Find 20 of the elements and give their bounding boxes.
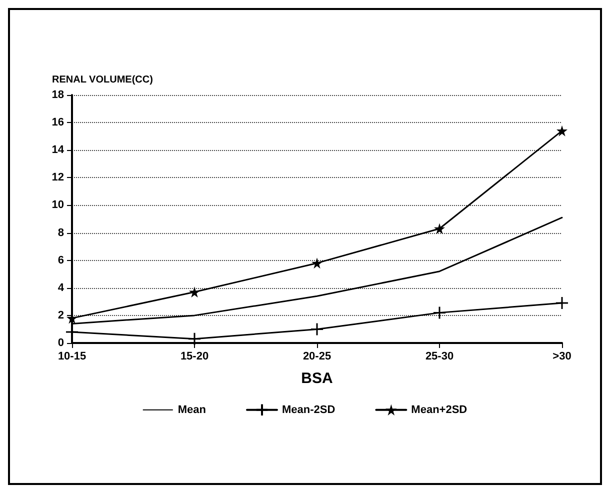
y-tick-label: 14 [52, 144, 65, 156]
y-tick-label: 16 [52, 116, 64, 129]
x-tick-label: 25-30 [425, 350, 454, 362]
x-axis-title: BSA [301, 370, 333, 387]
y-axis-title: RENAL VOLUME(CC) [52, 74, 153, 86]
x-tick-label: 10-15 [58, 350, 86, 362]
legend-label: Mean-2SD [282, 404, 336, 416]
y-tick-label: 6 [58, 254, 64, 266]
y-tick-label: 4 [58, 282, 65, 294]
y-tick-label: 12 [52, 172, 64, 184]
y-tick-label: 10 [52, 199, 64, 212]
x-tick-label: 20-25 [302, 350, 332, 362]
y-tick-label: 8 [58, 226, 64, 239]
y-tick-label: 2 [58, 309, 64, 322]
x-tick-label: >30 [552, 350, 572, 362]
y-tick-label: 0 [58, 337, 64, 349]
y-tick-label: 18 [52, 89, 64, 101]
legend-label: Mean+2SD [411, 404, 468, 416]
x-tick-label: 15-20 [180, 350, 209, 362]
legend-label: Mean [178, 404, 206, 416]
